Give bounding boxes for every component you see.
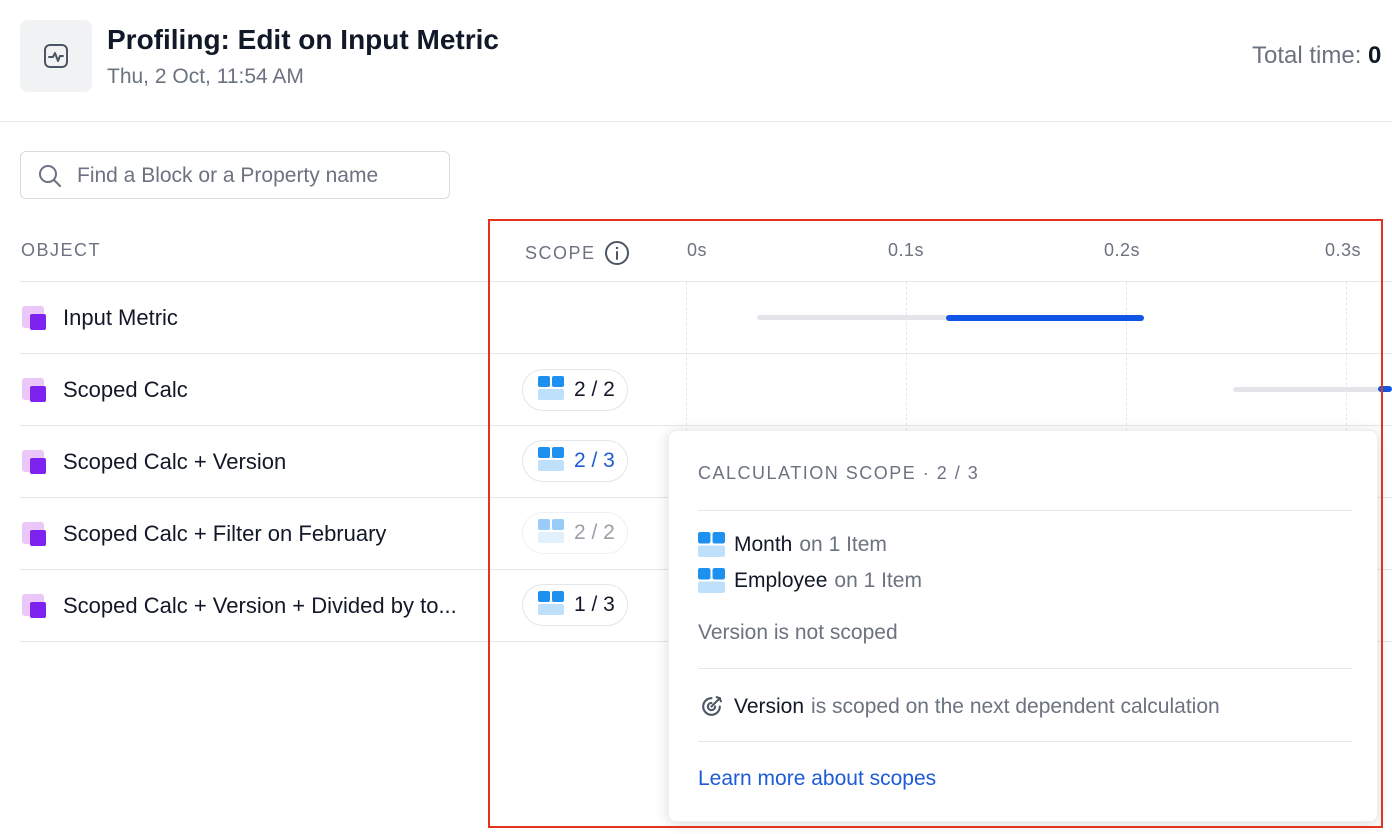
learn-more-link[interactable]: Learn more about scopes (698, 767, 937, 790)
calculation-scope-popover: CALCULATION SCOPE · 2 / 3 Month on 1 Ite… (668, 430, 1378, 822)
divider (20, 353, 1392, 354)
object-block-icon (20, 520, 48, 548)
object-name: Scoped Calc + Filter on February (63, 521, 387, 546)
dimension-grid-icon (538, 446, 564, 476)
object-block-icon (20, 376, 48, 404)
dimension-grid-icon (698, 568, 725, 593)
search-box (20, 151, 450, 199)
table-row[interactable]: Scoped Calc + Version (20, 426, 286, 498)
object-name: Scoped Calc + Version + Divided by to... (63, 593, 457, 618)
object-block-icon (20, 448, 48, 476)
scoped-dimension: Month on 1 Item (698, 532, 887, 557)
search-input[interactable] (75, 160, 439, 192)
divider (698, 510, 1352, 511)
dimension-detail: on 1 Item (834, 568, 922, 592)
dimension-grid-icon (538, 375, 564, 405)
divider (20, 281, 1392, 282)
timeline-tick: 0.2s (1104, 240, 1141, 260)
profiling-activity-icon (20, 20, 92, 92)
object-name: Scoped Calc + Version (63, 449, 287, 474)
timeline-tick: 0.1s (888, 240, 925, 260)
timeline-tick: 0s (687, 240, 708, 260)
total-time-label: Total time: (1252, 42, 1362, 69)
next-dimension-detail: is scoped on the next dependent calculat… (811, 694, 1220, 718)
dimension-grid-icon (538, 590, 564, 620)
scope-badge[interactable]: 2 / 3 (522, 440, 628, 482)
scope-badge[interactable]: 2 / 2 (522, 369, 628, 411)
scope-badge[interactable]: 1 / 3 (522, 584, 628, 626)
divider (698, 668, 1352, 669)
dimension-name: Employee (734, 568, 828, 592)
dimension-grid-icon (538, 518, 564, 548)
popover-title: CALCULATION SCOPE · 2 / 3 (698, 463, 980, 483)
table-row[interactable]: Scoped Calc + Filter on February (20, 498, 386, 570)
page-timestamp: Thu, 2 Oct, 11:54 AM (107, 65, 304, 88)
scope-column-label: SCOPE (525, 242, 596, 263)
page-title: Profiling: Edit on Input Metric (107, 24, 499, 55)
table-row[interactable]: Input Metric (20, 282, 178, 354)
divider (698, 741, 1352, 742)
timeline-bar-wait (1233, 387, 1379, 392)
object-name: Input Metric (63, 305, 178, 330)
timeline-tick: 0.3s (1325, 240, 1362, 260)
object-name: Scoped Calc (63, 377, 188, 402)
info-icon[interactable] (604, 240, 630, 266)
not-scoped-note: Version is not scoped (698, 621, 898, 644)
scope-column-header: SCOPE (525, 240, 630, 266)
scope-badge[interactable]: 2 / 2 (522, 512, 628, 554)
target-icon (698, 693, 725, 720)
object-column-header: OBJECT (21, 240, 102, 260)
next-dimension-name: Version (734, 694, 805, 718)
timeline-bar-duration[interactable] (1378, 386, 1392, 392)
object-block-icon (20, 592, 48, 620)
total-time: Total time: 0 (1252, 42, 1381, 70)
dimension-detail: on 1 Item (799, 532, 887, 556)
scope-badge-label: 2 / 3 (574, 449, 615, 472)
total-time-value: 0 (1368, 42, 1382, 69)
scope-badge-label: 2 / 2 (574, 521, 615, 544)
scope-badge-label: 2 / 2 (574, 378, 615, 401)
object-block-icon (20, 304, 48, 332)
scope-badge-label: 1 / 3 (574, 593, 615, 616)
page-header: Profiling: Edit on Input Metric Thu, 2 O… (0, 0, 1392, 122)
next-scope-note: Version is scoped on the next dependent … (698, 693, 1220, 720)
table-row[interactable]: Scoped Calc + Version + Divided by to... (20, 570, 457, 642)
dimension-name: Month (734, 532, 793, 556)
scoped-dimension: Employee on 1 Item (698, 568, 922, 593)
timeline-bar-duration[interactable] (946, 315, 1144, 321)
timeline-bar-wait (757, 315, 947, 320)
dimension-grid-icon (698, 532, 725, 557)
table-row[interactable]: Scoped Calc (20, 354, 188, 426)
divider (20, 425, 1392, 426)
search-icon (38, 164, 62, 193)
